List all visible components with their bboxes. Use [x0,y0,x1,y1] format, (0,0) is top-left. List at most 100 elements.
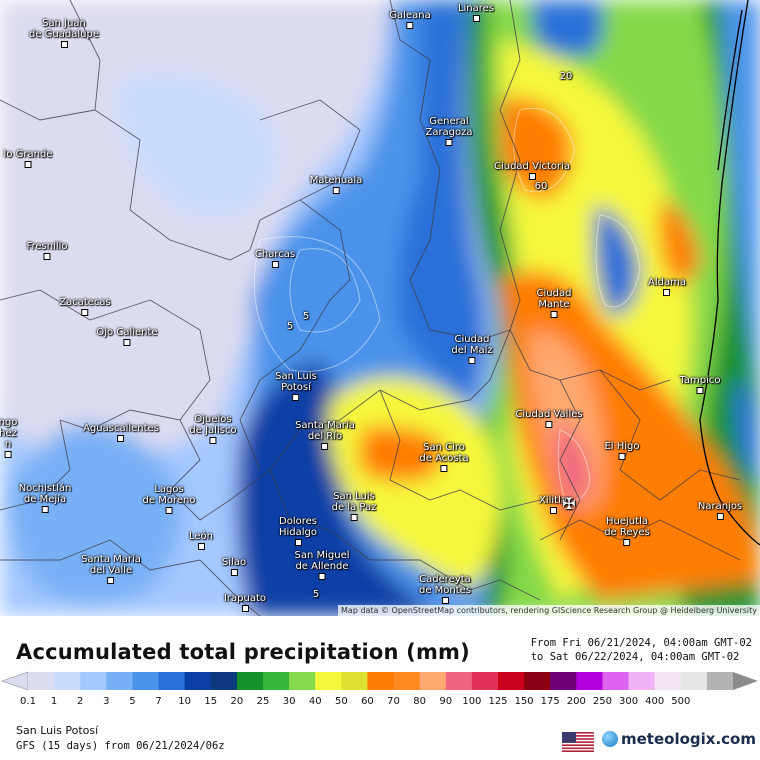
map-attribution[interactable]: Map data © OpenStreetMap contributors, r… [338,605,760,616]
scale-swatch [315,672,342,690]
city-dot-icon [528,173,536,180]
scale-swatch [106,672,133,690]
scale-tick-label: 150 [514,696,534,707]
city-label: Zacatecas [59,297,111,316]
city-label: Santa María del Valle [81,554,141,584]
city-dot-icon [663,289,671,296]
us-flag-icon[interactable] [562,732,594,752]
brand-logo[interactable]: meteologix.com [602,730,756,748]
scale-tick-label: 10 [178,696,192,707]
scale-tick-label: 30 [282,696,296,707]
scale-swatch [341,672,368,690]
scale-swatch [184,672,212,690]
city-name: Ciudad Victoria [493,161,571,172]
scale-tick-label: 3 [103,696,110,707]
scale-tick-label: 50 [334,696,348,707]
scale-swatch [471,672,499,690]
city-name: San Luis Potosí [275,371,317,393]
city-label: Ciudad Victoria [494,161,570,180]
city-name: San Ciro de Acosta [419,442,469,464]
city-dot-icon [623,539,631,546]
scale-tick-label: 5 [129,696,136,707]
contour-label: 60 [534,181,548,192]
city-dot-icon [209,437,217,444]
contour-label: 20 [559,71,573,82]
city-label: ngo hez n [0,417,17,458]
scale-max-arrow [733,672,758,690]
contour-label: 5 [312,589,320,600]
city-label: Dolores Hidalgo [279,516,317,546]
model-run: GFS (15 days) from 06/21/2024/06z [16,740,225,752]
city-label: Linares [458,3,494,22]
city-name: Ciudad del Maíz [451,334,493,356]
color-scale-ticks: 0.1 1 2 3 5 7 10 15 20 25 30 40 50 60 70 80 90 100 125 150 1… [0,696,760,710]
city-name: Lagos de Moreno [142,484,196,506]
scale-swatch [54,672,81,690]
city-dot-icon [123,339,131,346]
city-name: Aguascalientes [83,423,159,434]
scale-tick-label: 80 [413,696,427,707]
city-name: Charcas [254,249,296,260]
city-dot-icon [165,507,173,514]
city-label: Huejutla de Reyes [604,516,650,546]
scale-swatch [654,672,682,690]
city-label: Xilitla [539,495,567,514]
city-name: Dolores Hidalgo [278,516,318,538]
contour-label: 5 [302,311,310,322]
city-name: Galeana [389,10,431,21]
map-canvas [0,0,760,616]
precipitation-map[interactable]: San Juan de Guadalupe Galeana Linares Gener… [0,0,760,616]
city-dot-icon [81,309,89,316]
scale-swatch [28,672,55,690]
city-dot-icon [440,465,448,472]
city-label: Galeana [389,10,431,29]
city-name: Huejutla de Reyes [604,516,650,538]
city-label: General Zaragoza [425,116,473,146]
city-dot-icon [321,443,329,450]
scale-tick-label: 100 [462,696,482,707]
city-name: Ciudad Mante [536,288,572,310]
city-label: Nochistlán de Mejía [19,483,71,513]
city-name: Santa María del Río [295,420,355,442]
city-name: Silao [221,557,247,568]
scale-swatch [158,672,186,690]
city-label: El Higo [604,441,640,460]
scale-tick-label: 500 [671,696,691,707]
scale-swatch [524,672,551,690]
scale-tick-label: 200 [566,696,586,707]
city-name: Ciudad Valles [515,409,583,420]
border-lines [0,0,741,616]
scale-tick-label: 2 [77,696,84,707]
scale-swatch [289,672,316,690]
scale-swatch [236,672,264,690]
city-name: Zacatecas [59,297,111,308]
city-name: Xilitla [538,495,568,506]
city-label: San Juan de Guadalupe [29,18,99,48]
city-label: lo Grande [4,149,52,168]
city-name: Linares [457,3,495,14]
city-name: Fresnillo [26,241,68,252]
city-label: Ciudad Mante [536,288,572,318]
city-label: Fresnillo [26,241,68,260]
city-label: Santa María del Río [295,420,355,450]
city-name: Matehuala [309,175,363,186]
city-dot-icon [350,514,358,521]
scale-tick-label: 20 [230,696,244,707]
city-dot-icon [441,597,449,604]
city-label: Ojuelos de Jalisco [189,414,237,444]
legend-title: Accumulated total precipitation (mm) [16,640,470,664]
city-label: Aguascalientes [83,423,159,442]
city-dot-icon [107,577,115,584]
city-name: Ojo Caliente [96,327,158,338]
scale-tick-label: 25 [256,696,270,707]
scale-tick-label: 1 [50,696,58,707]
city-name: Tampico [679,375,721,386]
city-dot-icon [545,421,553,428]
city-dot-icon [60,41,68,48]
city-label: Ojo Caliente [96,327,158,346]
city-name: Santa María del Valle [81,554,141,576]
city-name: San Juan de Guadalupe [29,18,99,40]
city-name: General Zaragoza [425,116,473,138]
city-dot-icon [292,394,300,401]
city-dot-icon [468,357,476,364]
